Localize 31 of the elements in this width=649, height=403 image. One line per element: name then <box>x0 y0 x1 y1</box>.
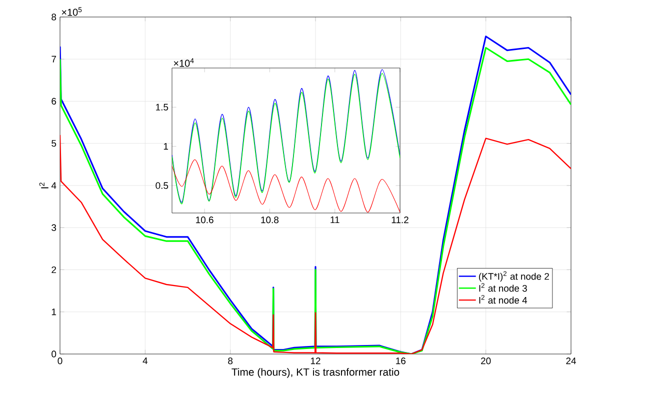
x-tick-label: 12 <box>310 358 320 364</box>
y-tick-label: 6 <box>52 98 56 105</box>
x-tick-label: 11.2 <box>392 216 408 224</box>
y-tick-label: 0.5 <box>156 182 168 189</box>
x-tick-label: 16 <box>396 358 406 364</box>
x-tick-label: 10.6 <box>196 216 214 224</box>
y-tick-label: 4 <box>51 182 56 189</box>
legend-label: (KT*I)$^{2}$ at node 2 <box>479 271 549 282</box>
y-tick-label: 0 <box>52 350 56 358</box>
y-tick-label: 2 <box>52 266 56 274</box>
x-tick-label: 10.8 <box>261 216 279 224</box>
text: ×10$^{5}$ <box>62 7 82 16</box>
y-tick-label: 1.5 <box>156 104 168 110</box>
y-tick-label: 1 <box>164 143 168 150</box>
annotation: ×10$^{4}$ <box>174 58 194 67</box>
x-tick-label: 24 <box>566 358 576 364</box>
x-axis-title: Time (hours), KT is trasnformer ratio <box>232 368 400 378</box>
x-tick-label: 8 <box>228 358 233 364</box>
y-tick-label: 7 <box>52 56 56 62</box>
x-tick-label: 0 <box>58 358 62 364</box>
legend-label: I$^{2}$ at node 4 <box>479 295 528 304</box>
y-tick-label: 1 <box>52 308 56 316</box>
y-tick-label: 5 <box>52 140 56 147</box>
y-axis-title: I$^{2}$ <box>39 182 48 188</box>
x-tick-label: 11 <box>330 216 340 224</box>
y-tick-label: 3 <box>52 224 56 231</box>
x-tick-label: 20 <box>481 358 491 364</box>
line-series <box>172 159 400 212</box>
y-tick-label: 8 <box>52 14 56 20</box>
legend-label: I$^{2}$ at node 3 <box>479 283 527 292</box>
x-tick-label: 4 <box>142 358 148 364</box>
